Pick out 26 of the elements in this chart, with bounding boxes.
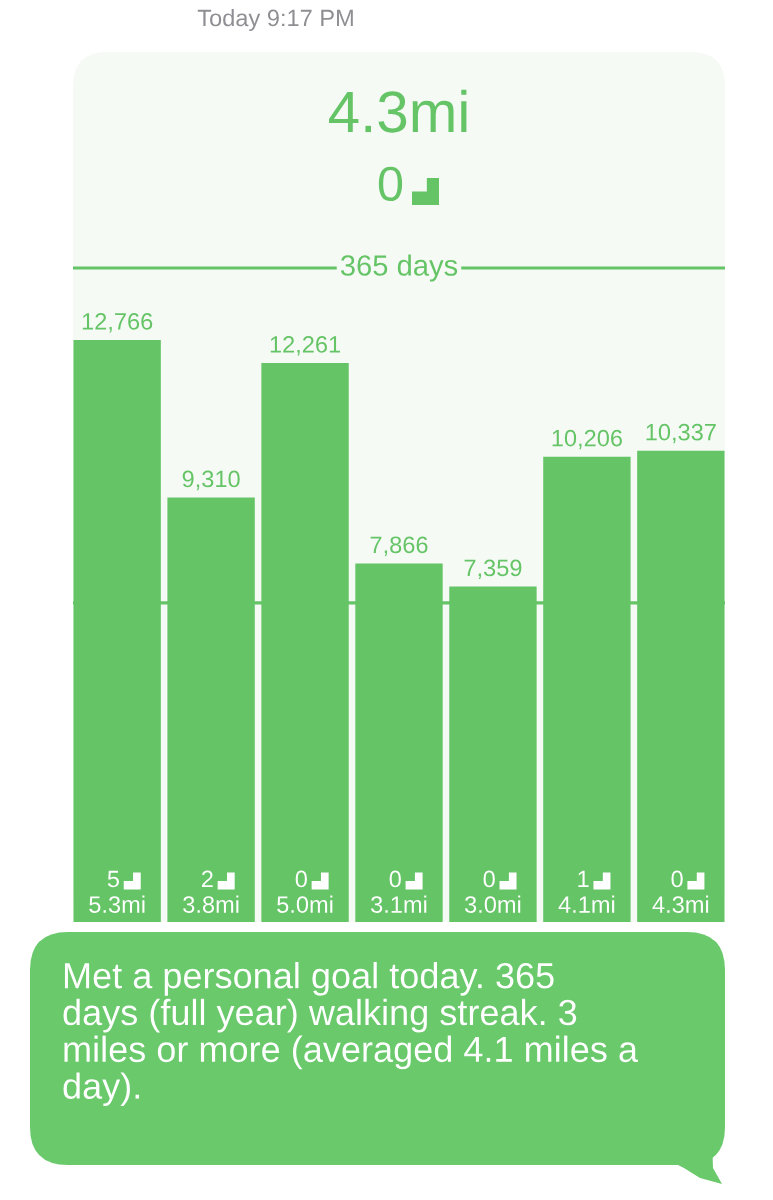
data-label: 9,310 (182, 470, 240, 491)
x-tick-label: 3.1mi (371, 895, 427, 913)
data-label: 7,359 (464, 559, 522, 580)
data-label: 12,766 (82, 313, 153, 333)
annotation: 2 (201, 870, 213, 888)
chart-subtitle: 4.3mi (329, 89, 467, 133)
annotation: 1 (578, 870, 589, 888)
annotation: 0 (389, 870, 401, 888)
annotation: 5 (107, 870, 119, 888)
data-label: 7,866 (370, 536, 428, 556)
x-tick-label: 3.8mi (183, 895, 239, 913)
data-label: 12,261 (270, 336, 341, 356)
x-tick-label: 5.3mi (89, 895, 145, 913)
x-tick-label: 5.0mi (277, 895, 333, 913)
x-tick-label: 4.1mi (558, 895, 615, 913)
chart-title: 365 days (340, 254, 458, 282)
text: Today 9:17 PM (197, 9, 353, 31)
data-label: 10,337 (646, 423, 716, 444)
x-tick-label: 4.3mi (652, 895, 709, 913)
data-label: 10,206 (552, 429, 622, 450)
annotation: 0 (483, 870, 495, 888)
annotation: 0 (671, 870, 683, 888)
text: Met a personal goal today. 365 days (full year) walking streak. 3 miles or more (averaged 4.1 miles a day). (63, 962, 638, 1107)
annotation: 0 (295, 870, 307, 888)
x-tick-label: 3.0mi (464, 895, 521, 913)
text: 0 (378, 166, 403, 202)
